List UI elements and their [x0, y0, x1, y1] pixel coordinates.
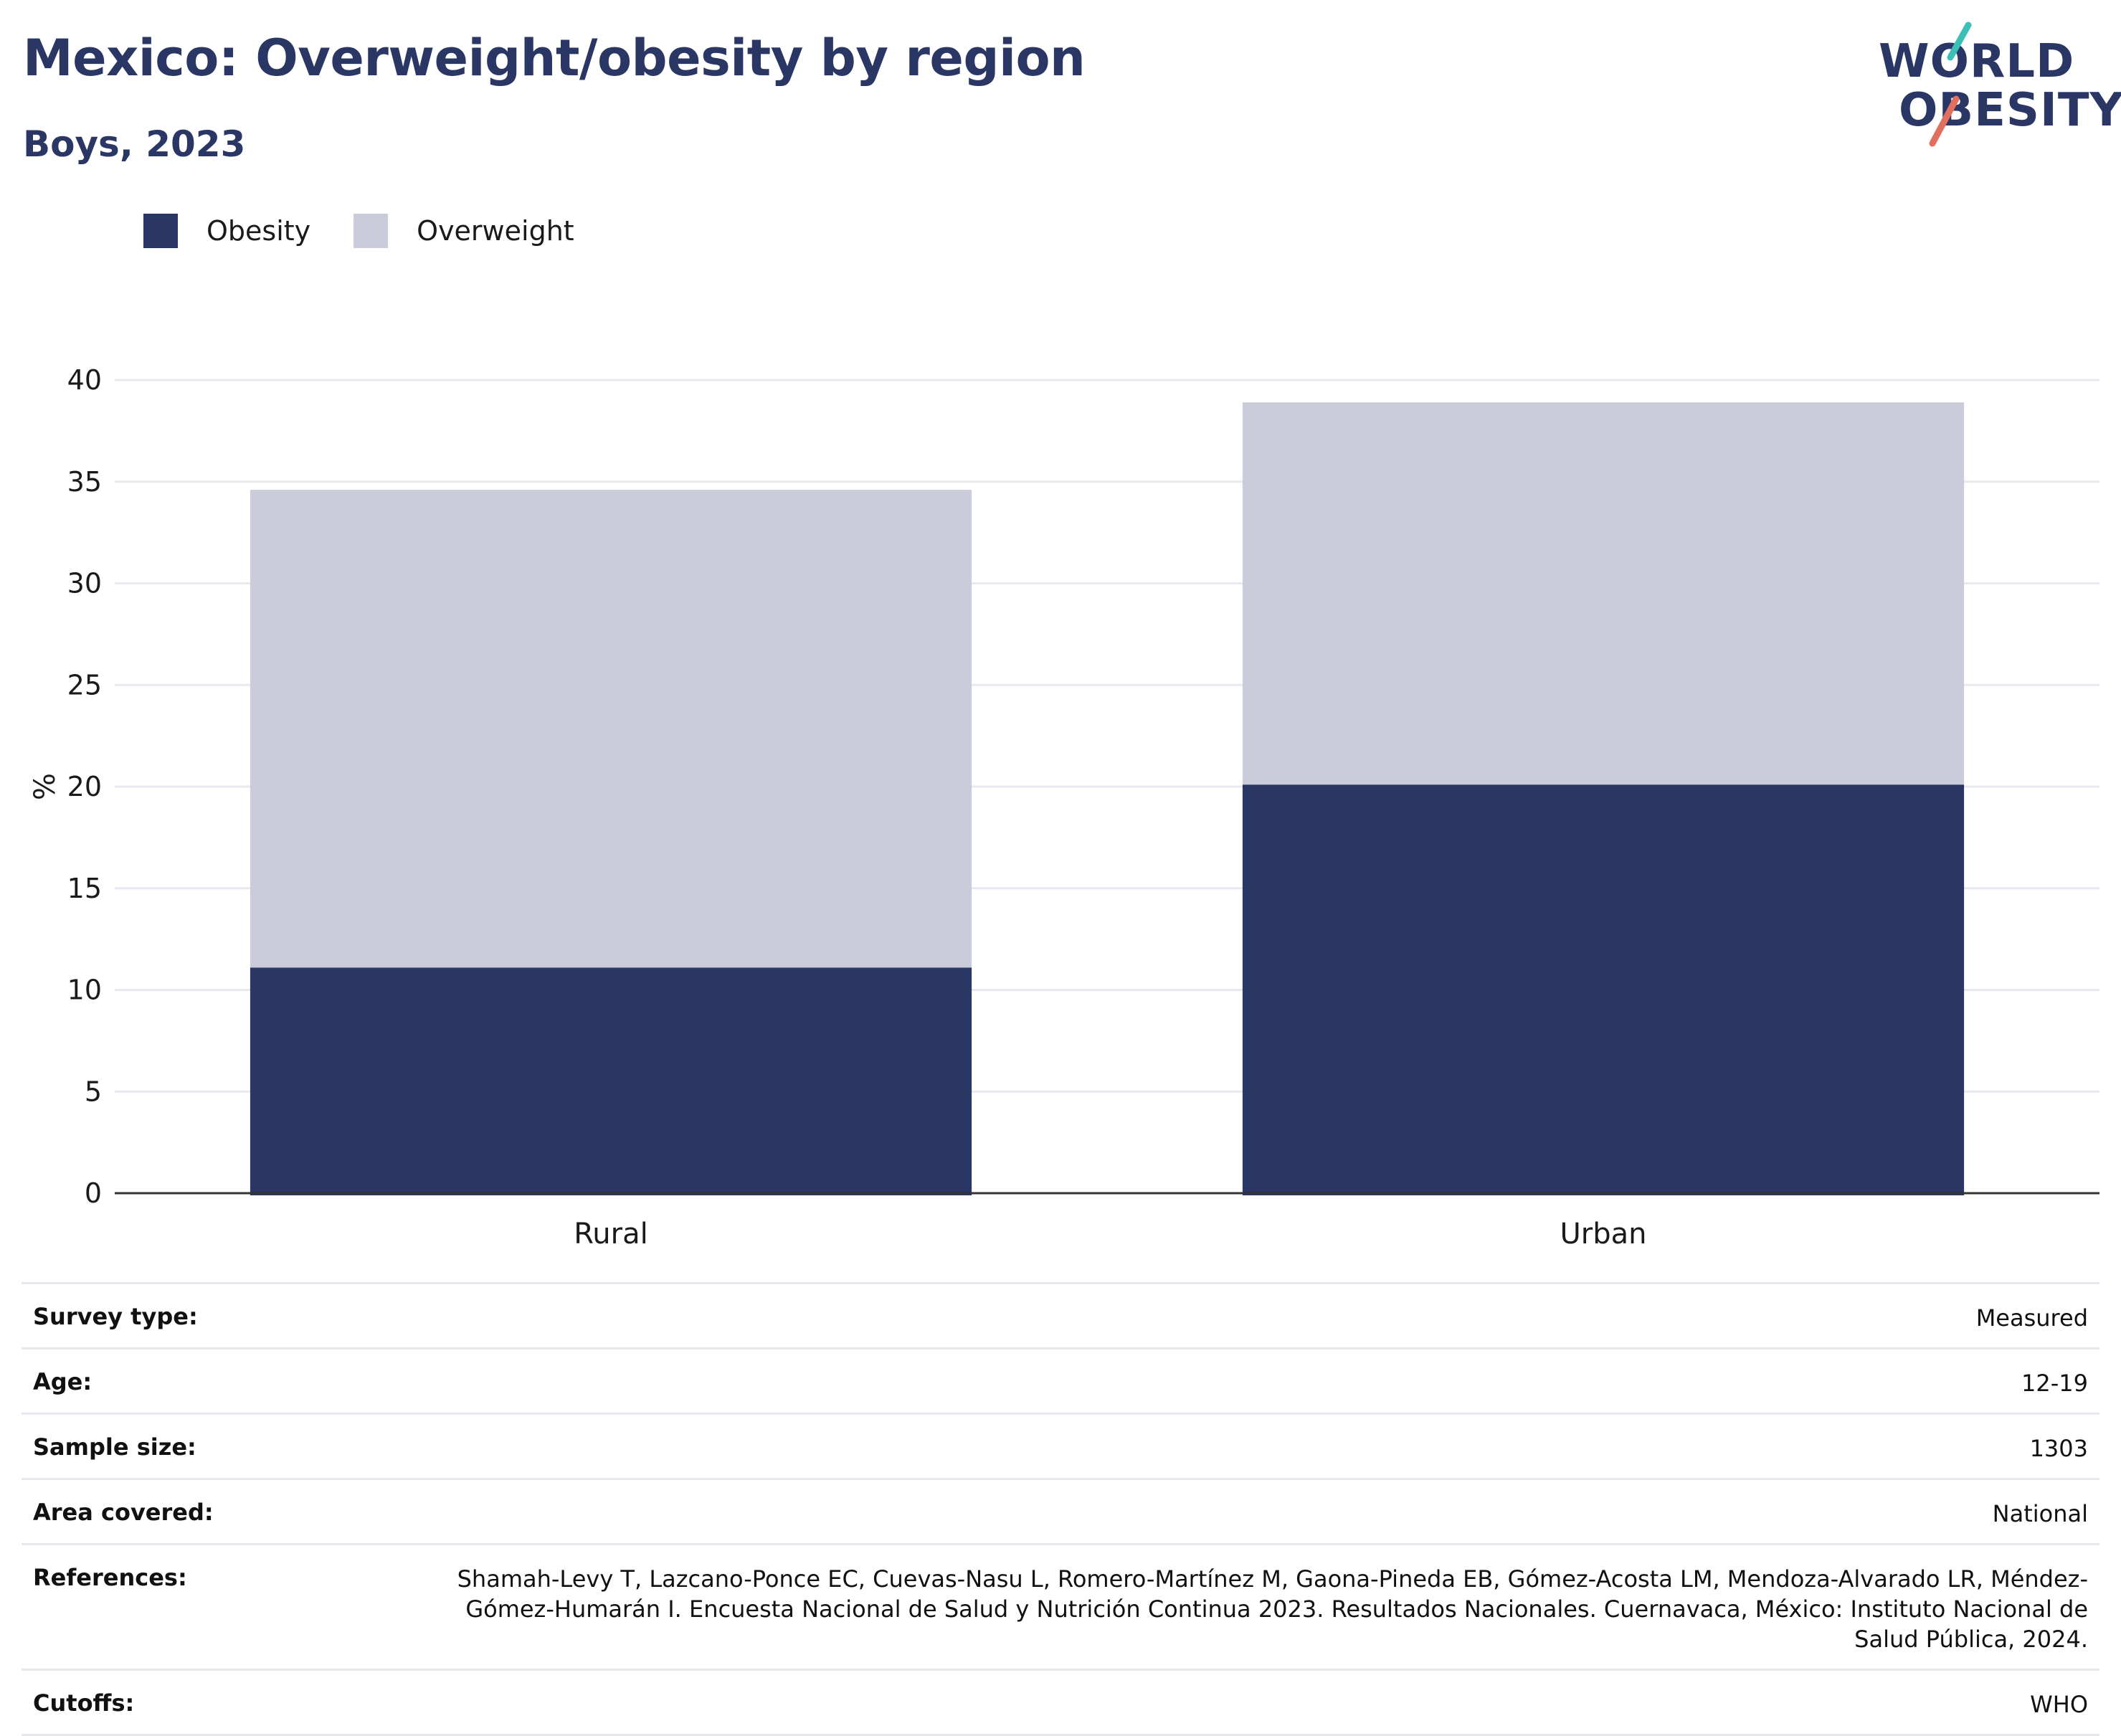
bar-chart: 0 5 10 15 20 25 30 35 40% Rural Urban: [29, 364, 2099, 1248]
y-tick-label: 25: [67, 669, 102, 701]
chart-legend: Obesity Overweight: [143, 214, 617, 248]
y-axis-label: %: [29, 773, 62, 800]
logo-word-world: WORLD: [1879, 35, 2075, 88]
legend-label-obesity: Obesity: [207, 215, 311, 247]
info-value: National: [1992, 1500, 2088, 1527]
y-tick-label: 20: [67, 771, 102, 802]
info-value: Measured: [1975, 1304, 2088, 1332]
bar-obesity-urban: [1242, 784, 1965, 1195]
y-tick-label: 35: [67, 466, 102, 498]
legend-swatch-overweight: [354, 214, 389, 248]
world-obesity-logo: WORLD OBESITY: [1871, 22, 2121, 151]
info-row: References: Shamah-Levy T, Lazcano-Ponce …: [22, 1543, 2099, 1669]
x-tick-label: Rural: [574, 1218, 647, 1248]
y-tick-label: 40: [67, 364, 102, 396]
legend-swatch-obesity: [143, 214, 178, 248]
y-tick-label: 15: [67, 873, 102, 904]
info-row: Cutoffs: WHO: [22, 1669, 2099, 1736]
info-value: 12-19: [2021, 1370, 2088, 1397]
legend-item-obesity: Obesity: [143, 214, 310, 248]
info-value: WHO: [2030, 1691, 2088, 1718]
info-label: Cutoffs:: [33, 1689, 135, 1717]
legend-item-overweight: Overweight: [354, 214, 574, 248]
y-tick-label: 0: [85, 1177, 102, 1209]
chart-title: Mexico: Overweight/obesity by region: [23, 29, 1086, 87]
info-label: Sample size:: [33, 1433, 196, 1461]
x-tick-label: Urban: [1560, 1218, 1647, 1248]
survey-info-table: Survey type: Measured Age: 12-19 Sample size…: [22, 1282, 2099, 1736]
info-value: Shamah-Levy T, Lazcano-Ponce EC, Cuevas-…: [457, 1565, 2088, 1653]
info-label: Age:: [33, 1368, 92, 1395]
y-tick-label: 30: [67, 568, 102, 599]
bar-overweight-rural: [250, 490, 972, 968]
logo-word-obesity: OBESITY: [1899, 84, 2121, 137]
info-row: Age: 12-19: [22, 1347, 2099, 1413]
info-label: References:: [33, 1564, 187, 1591]
legend-label-overweight: Overweight: [417, 215, 574, 247]
y-tick-label: 5: [85, 1076, 102, 1107]
logo-slash-icon: [1929, 22, 1972, 147]
y-tick-label: 10: [67, 974, 102, 1006]
info-label: Area covered:: [33, 1499, 214, 1526]
info-row: Area covered: National: [22, 1478, 2099, 1543]
chart-subtitle: Boys, 2023: [23, 123, 246, 165]
info-row: Sample size: 1303: [22, 1413, 2099, 1478]
info-label: Survey type:: [33, 1303, 198, 1330]
bar-obesity-rural: [250, 967, 972, 1195]
info-value: 1303: [2029, 1435, 2088, 1462]
bar-overweight-urban: [1242, 402, 1965, 785]
info-row: Survey type: Measured: [22, 1282, 2099, 1347]
